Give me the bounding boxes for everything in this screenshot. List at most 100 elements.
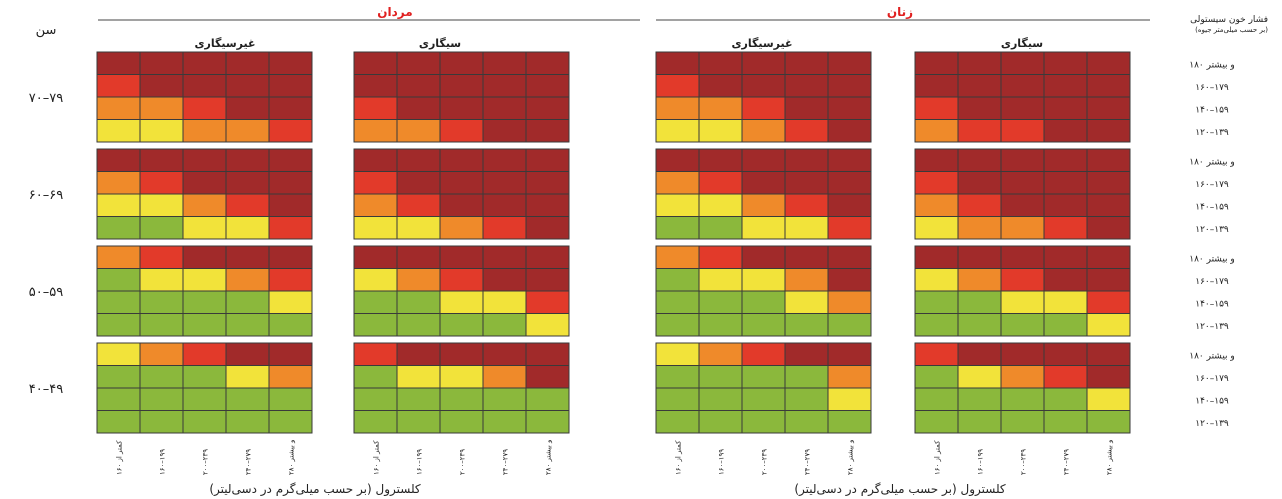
heatmap-cell bbox=[1086, 51, 1131, 75]
heatmap-cell bbox=[268, 119, 313, 143]
heatmap-cell bbox=[784, 51, 829, 75]
heatmap-cell bbox=[182, 171, 227, 195]
heatmap-cell bbox=[957, 365, 1002, 389]
heatmap-cell bbox=[225, 216, 270, 240]
cholesterol-tick-label: ۱۶۰–۱۹۹ bbox=[416, 449, 424, 475]
heatmap-cell bbox=[741, 216, 786, 240]
heatmap-cell bbox=[698, 148, 743, 172]
heatmap-cell bbox=[439, 313, 484, 337]
heatmap-cell bbox=[1086, 268, 1131, 292]
heatmap-cell bbox=[827, 387, 872, 411]
heatmap-cell bbox=[225, 290, 270, 314]
heatmap-cell bbox=[1000, 216, 1045, 240]
heatmap-cell bbox=[655, 245, 700, 269]
heatmap-cell bbox=[914, 171, 959, 195]
heatmap-cell bbox=[353, 290, 398, 314]
heatmap-cell bbox=[784, 268, 829, 292]
heatmap-cell bbox=[698, 51, 743, 75]
cholesterol-tick-label: کمتر از ۱۶۰ bbox=[373, 440, 381, 475]
heatmap-cell bbox=[268, 216, 313, 240]
heatmap-cell bbox=[655, 365, 700, 389]
heatmap-cell bbox=[525, 171, 570, 195]
heatmap-cell bbox=[482, 216, 527, 240]
heatmap-cell bbox=[96, 365, 141, 389]
men-title: مردان bbox=[377, 5, 412, 19]
heatmap-cell bbox=[525, 216, 570, 240]
heatmap-cell bbox=[1043, 74, 1088, 98]
heatmap-cell bbox=[396, 216, 441, 240]
heatmap-cell bbox=[957, 245, 1002, 269]
heatmap-cell bbox=[182, 148, 227, 172]
cholesterol-tick-label: ۲۰۰–۲۳۹ bbox=[1020, 449, 1028, 475]
heatmap-cell bbox=[225, 365, 270, 389]
heatmap-cell bbox=[96, 51, 141, 75]
cholesterol-tick-label: ۱۶۰–۱۹۹ bbox=[977, 449, 985, 475]
heatmap-cell bbox=[957, 51, 1002, 75]
heatmap-cell bbox=[957, 387, 1002, 411]
heatmap-cell bbox=[741, 74, 786, 98]
heatmap-cell bbox=[1043, 148, 1088, 172]
bp-level-label: ۱۴۰–۱۵۹ bbox=[1195, 299, 1229, 309]
heatmap-cell bbox=[139, 119, 184, 143]
heatmap-cell bbox=[655, 387, 700, 411]
heatmap-cell bbox=[182, 96, 227, 120]
heatmap-cell bbox=[482, 245, 527, 269]
heatmap-cell bbox=[1086, 410, 1131, 434]
heatmap-cell bbox=[96, 148, 141, 172]
heatmap-cell bbox=[482, 74, 527, 98]
heatmap-cell bbox=[525, 410, 570, 434]
heatmap-cell bbox=[1086, 342, 1131, 366]
heatmap-cell bbox=[655, 313, 700, 337]
heatmap-cell bbox=[96, 74, 141, 98]
heatmap-cell bbox=[698, 365, 743, 389]
cholesterol-tick-label: ۲۸۰ و بیشتر bbox=[1106, 440, 1114, 475]
heatmap-cell bbox=[914, 74, 959, 98]
heatmap-cell bbox=[525, 119, 570, 143]
cholesterol-tick-label: ۲۴۰–۲۷۹ bbox=[245, 449, 253, 475]
heatmap-cell bbox=[698, 290, 743, 314]
heatmap-cell bbox=[741, 290, 786, 314]
heatmap-cell bbox=[225, 74, 270, 98]
heatmap-cell bbox=[353, 365, 398, 389]
heatmap-cell bbox=[396, 365, 441, 389]
heatmap-cell bbox=[1000, 96, 1045, 120]
heatmap-cell bbox=[396, 410, 441, 434]
heatmap-cell bbox=[1043, 171, 1088, 195]
heatmap-cell bbox=[268, 96, 313, 120]
heatmap-cell bbox=[182, 193, 227, 217]
cholesterol-tick-label: ۲۴۰–۲۷۹ bbox=[804, 449, 812, 475]
heatmap-cell bbox=[139, 148, 184, 172]
heatmap-cell bbox=[268, 193, 313, 217]
heatmap-cell bbox=[1000, 387, 1045, 411]
heatmap-cell bbox=[439, 216, 484, 240]
heatmap-cell bbox=[1000, 245, 1045, 269]
heatmap-cell bbox=[396, 245, 441, 269]
heatmap-cell bbox=[353, 74, 398, 98]
heatmap-cell bbox=[784, 290, 829, 314]
heatmap-cells bbox=[96, 51, 1131, 434]
heatmap-cell bbox=[139, 96, 184, 120]
heatmap-cell bbox=[268, 171, 313, 195]
heatmap-cell bbox=[353, 171, 398, 195]
heatmap-cell bbox=[1000, 410, 1045, 434]
heatmap-cell bbox=[827, 216, 872, 240]
heatmap-cell bbox=[139, 268, 184, 292]
heatmap-cell bbox=[741, 245, 786, 269]
heatmap-cell bbox=[784, 410, 829, 434]
heatmap-cell bbox=[698, 410, 743, 434]
heatmap-cell bbox=[784, 119, 829, 143]
heatmap-cell bbox=[268, 245, 313, 269]
heatmap-cell bbox=[827, 96, 872, 120]
heatmap-cell bbox=[439, 96, 484, 120]
heatmap-cell bbox=[1086, 171, 1131, 195]
bp-axis-unit: (بر حسب میلی‌متر جیوه) bbox=[1195, 26, 1268, 34]
heatmap-cell bbox=[182, 410, 227, 434]
heatmap-cell bbox=[482, 51, 527, 75]
heatmap-cell bbox=[353, 119, 398, 143]
bp-level-label: ۱۲۰–۱۳۹ bbox=[1195, 322, 1229, 332]
heatmap-cell bbox=[1000, 290, 1045, 314]
bp-level-label: ۱۴۰–۱۵۹ bbox=[1195, 105, 1229, 115]
heatmap-cell bbox=[741, 387, 786, 411]
heatmap-cell bbox=[482, 313, 527, 337]
heatmap-cell bbox=[1086, 387, 1131, 411]
